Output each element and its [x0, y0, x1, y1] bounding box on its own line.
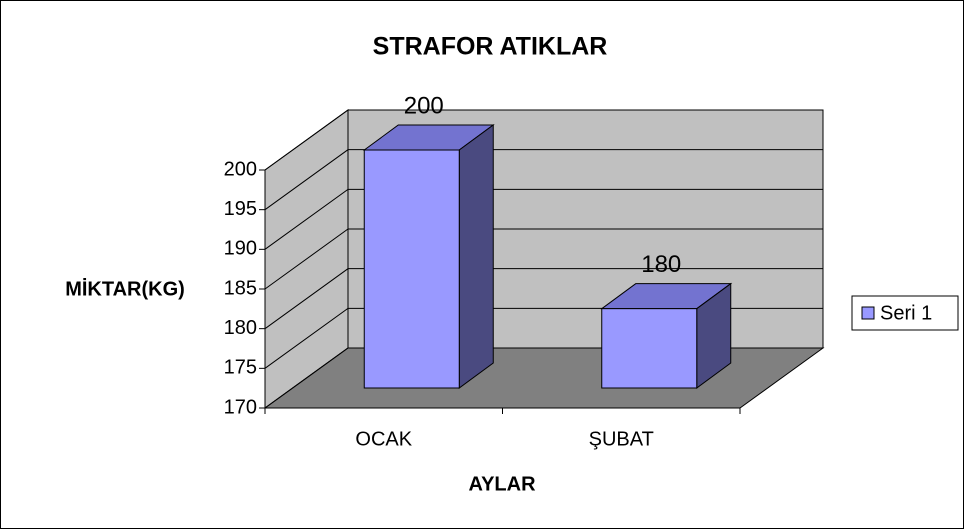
grid-line — [264, 268, 823, 330]
data-label: 200 — [404, 92, 444, 119]
grid-line — [264, 228, 823, 290]
y-tick-label: 180 — [224, 317, 257, 339]
bar — [601, 308, 698, 389]
x-tick-label: OCAK — [355, 428, 412, 450]
floor — [263, 347, 825, 409]
y-tick-label: 195 — [224, 198, 257, 220]
data-label: 180 — [641, 251, 681, 278]
x-tick-label: ŞUBAT — [589, 428, 654, 450]
legend-label: Seri 1 — [880, 302, 932, 324]
y-tick-label: 175 — [224, 357, 257, 379]
grid-line — [264, 109, 823, 171]
y-tick-label: 190 — [224, 238, 257, 260]
y-axis-title: MİKTAR(KG) — [65, 277, 185, 300]
y-tick-label: 185 — [224, 277, 257, 299]
bar — [363, 149, 460, 389]
x-axis-title: AYLAR — [468, 473, 536, 495]
chart-title: STRAFOR ATIKLAR — [373, 33, 608, 61]
legend-swatch — [861, 306, 875, 320]
y-tick-label: 170 — [224, 396, 257, 418]
grid-line — [264, 188, 823, 250]
bar-side — [458, 124, 494, 389]
grid-line — [264, 149, 823, 211]
y-tick-label: 200 — [224, 158, 257, 180]
